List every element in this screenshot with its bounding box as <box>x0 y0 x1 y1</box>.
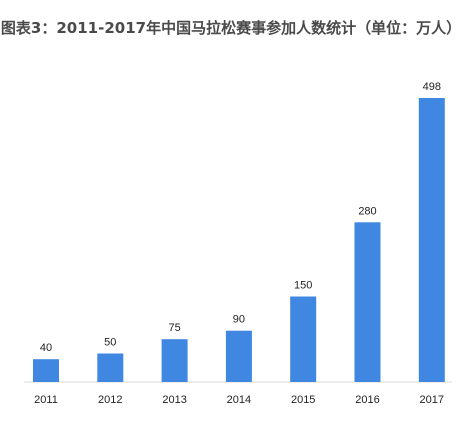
data-label-2016: 280 <box>358 205 376 217</box>
bar-2012 <box>97 353 124 382</box>
data-label-2014: 90 <box>233 314 245 326</box>
data-label-2015: 150 <box>294 280 312 292</box>
x-tick-label-2012: 2012 <box>98 394 122 406</box>
bar-2017 <box>418 98 445 382</box>
bars-group <box>33 98 445 382</box>
data-label-2011: 40 <box>40 342 52 354</box>
data-label-2012: 50 <box>104 337 116 349</box>
x-tick-label-2013: 2013 <box>162 394 186 406</box>
x-tick-label-2011: 2011 <box>34 394 58 406</box>
data-label-2017: 498 <box>423 81 441 93</box>
category-labels-group: 2011 2012 2013 2014 2015 2016 2017 <box>34 394 444 406</box>
x-tick-label-2015: 2015 <box>291 394 315 406</box>
bar-2013 <box>161 339 188 382</box>
bar-2016 <box>354 222 381 382</box>
x-tick-label-2017: 2017 <box>420 394 444 406</box>
bar-2015 <box>290 296 317 382</box>
x-tick-label-2014: 2014 <box>227 394 251 406</box>
x-tick-label-2016: 2016 <box>355 394 379 406</box>
chart-title: 图表3：2011-2017年中国马拉松赛事参加人数统计（单位：万人） <box>0 19 462 37</box>
bar-2011 <box>33 359 59 382</box>
value-labels-group: 40 50 75 90 150 280 498 <box>40 81 441 354</box>
data-label-2013: 75 <box>168 322 180 334</box>
bar-2014 <box>225 330 252 382</box>
